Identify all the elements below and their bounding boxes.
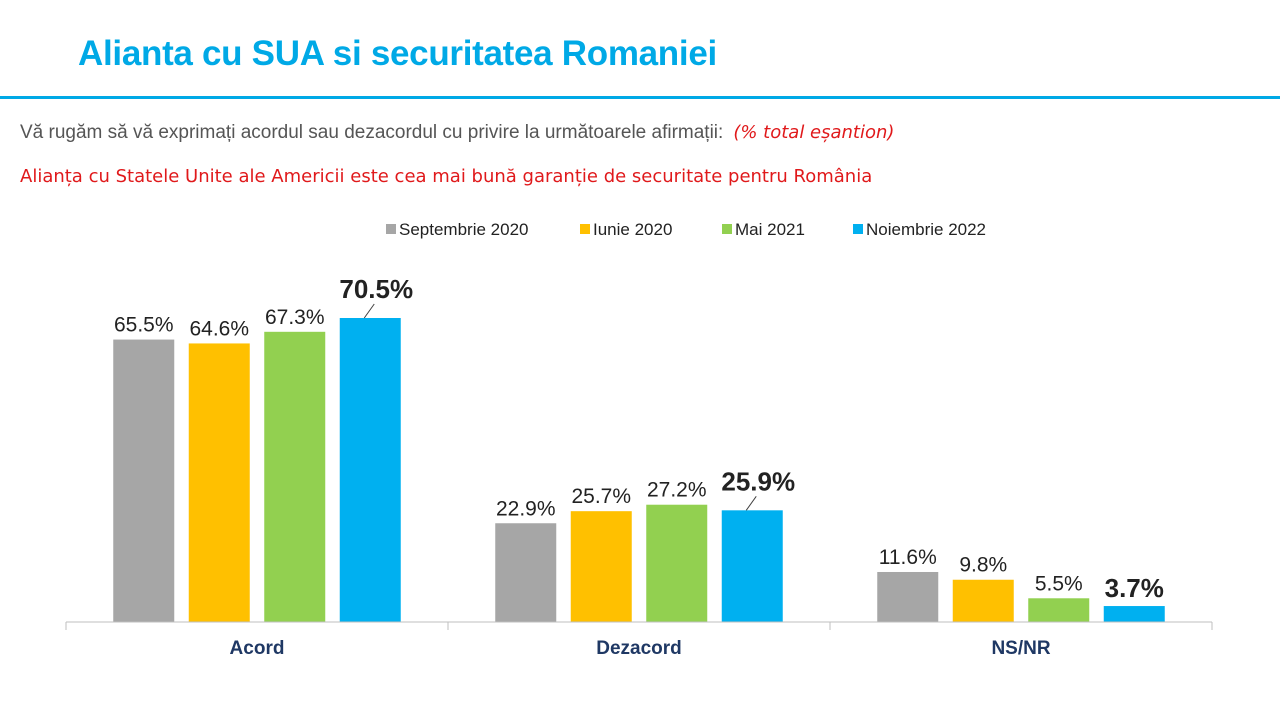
question-note: (% total eșantion)	[733, 122, 895, 143]
value-label-acord-mai-2021: 67.3%	[265, 306, 325, 329]
title-divider	[0, 96, 1280, 99]
value-label-ns-nr-noiembrie-2022: 3.7%	[1105, 573, 1164, 603]
leader-line-acord	[363, 303, 375, 319]
value-label-dezacord-mai-2021: 27.2%	[647, 479, 707, 502]
value-label-ns-nr-iunie-2020: 9.8%	[959, 554, 1007, 577]
legend-label-septembrie-2020: Septembrie 2020	[399, 220, 528, 239]
bar-dezacord-septembrie-2020	[495, 523, 557, 622]
legend-label-mai-2021: Mai 2021	[735, 220, 805, 239]
chart-legend: Septembrie 2020 Iunie 2020 Mai 2021 Noiembr…	[386, 220, 986, 239]
category-label-acord: Acord	[230, 638, 285, 659]
survey-question: Vă rugăm să vă exprimați acordul sau dez…	[20, 122, 894, 144]
survey-statement: Alianța cu Statele Unite ale Americii es…	[20, 166, 873, 187]
value-label-dezacord-iunie-2020: 25.7%	[571, 485, 631, 508]
legend-swatch-septembrie-2020	[386, 224, 396, 234]
page-title: Alianta cu SUA si securitatea Romaniei	[78, 34, 717, 73]
category-label-ns-nr: NS/NR	[991, 638, 1050, 659]
legend-swatch-noiembrie-2022	[853, 224, 863, 234]
value-label-ns-nr-mai-2021: 5.5%	[1035, 572, 1083, 595]
chart-bars: 65.5% 64.6% 67.3% 70.5% 22.9% 25.7% 27.2% 25.9%…	[113, 274, 1165, 622]
value-label-acord-septembrie-2020: 65.5%	[114, 314, 174, 337]
legend-label-iunie-2020: Iunie 2020	[593, 220, 672, 239]
x-axis: Acord Dezacord NS/NR	[65, 621, 1213, 659]
bar-ns-nr-iunie-2020	[952, 579, 1014, 622]
bar-acord-noiembrie-2022	[339, 318, 401, 622]
question-text: Vă rugăm să vă exprimați acordul sau dez…	[20, 122, 724, 143]
legend-swatch-iunie-2020	[580, 224, 590, 234]
value-label-ns-nr-septembrie-2020: 11.6%	[879, 546, 937, 569]
bar-ns-nr-mai-2021	[1028, 598, 1090, 622]
legend-label-noiembrie-2022: Noiembrie 2022	[866, 220, 986, 239]
bar-dezacord-mai-2021	[646, 504, 708, 622]
value-label-acord-noiembrie-2022: 70.5%	[339, 274, 413, 304]
category-label-dezacord: Dezacord	[596, 638, 682, 659]
bar-acord-mai-2021	[264, 331, 326, 622]
value-label-dezacord-noiembrie-2022: 25.9%	[721, 466, 795, 496]
bar-ns-nr-noiembrie-2022	[1103, 606, 1165, 622]
bar-acord-septembrie-2020	[113, 339, 175, 622]
bar-dezacord-noiembrie-2022	[721, 510, 783, 622]
value-label-dezacord-septembrie-2020: 22.9%	[496, 497, 556, 520]
legend-swatch-mai-2021	[722, 224, 732, 234]
bar-dezacord-iunie-2020	[570, 511, 632, 622]
bar-ns-nr-septembrie-2020	[877, 571, 939, 622]
bar-acord-iunie-2020	[188, 343, 250, 622]
value-label-acord-iunie-2020: 64.6%	[189, 317, 249, 340]
leader-line-dezacord	[745, 496, 757, 511]
